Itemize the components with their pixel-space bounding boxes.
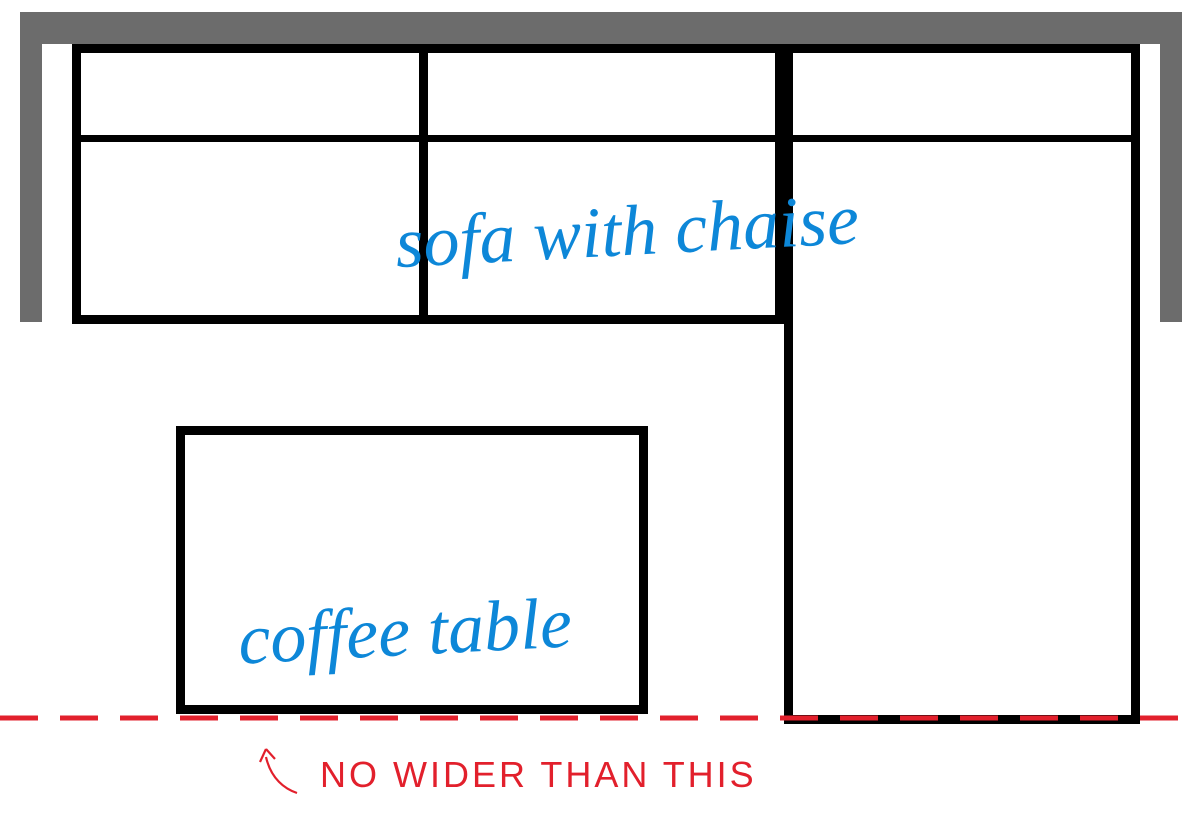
sofa-back-divider — [72, 135, 1140, 142]
wall-right — [1160, 12, 1182, 322]
sofa-seat-1 — [72, 44, 428, 324]
wall-top — [20, 12, 1182, 44]
width-guide-callout: NO WIDER THAN THIS — [320, 754, 757, 796]
wall-left — [20, 12, 42, 322]
callout-arrow-icon — [255, 745, 305, 795]
sofa-seat-2 — [428, 44, 784, 324]
width-guide-line — [0, 713, 1200, 723]
coffee-table-label: coffee table — [236, 586, 573, 675]
sofa-chaise — [784, 44, 1140, 724]
diagram-canvas: sofa with chaise coffee table NO WIDER T… — [0, 0, 1200, 838]
